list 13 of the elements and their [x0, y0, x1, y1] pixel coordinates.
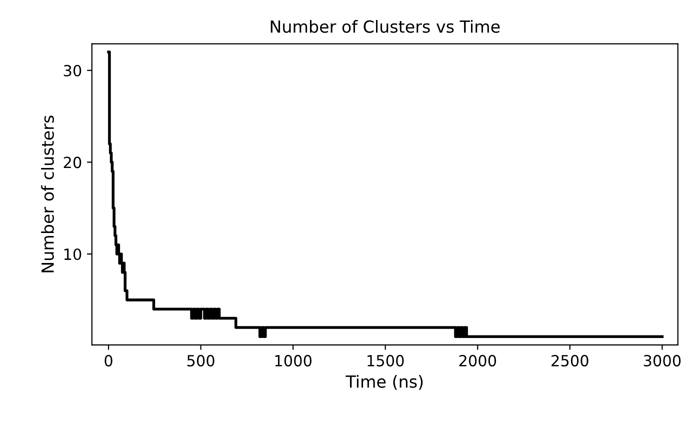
x-axis-title: Time (ns): [346, 374, 423, 390]
y-axis-title: Number of clusters: [41, 116, 54, 272]
x-tick-label: 1500: [368, 354, 404, 366]
x-tick-label: 2000: [459, 354, 496, 366]
chart-title: Number of Clusters vs Time: [270, 20, 500, 33]
x-tick-label: 2500: [552, 354, 588, 366]
y-tick-label: 10: [64, 248, 82, 260]
x-tick-label: 0: [104, 354, 112, 366]
y-tick-label: 30: [64, 64, 82, 76]
x-tick-label: 500: [187, 354, 214, 366]
y-tick-label: 20: [64, 156, 82, 168]
x-tick-label: 1000: [275, 354, 312, 366]
x-tick-label: 3000: [644, 354, 681, 366]
